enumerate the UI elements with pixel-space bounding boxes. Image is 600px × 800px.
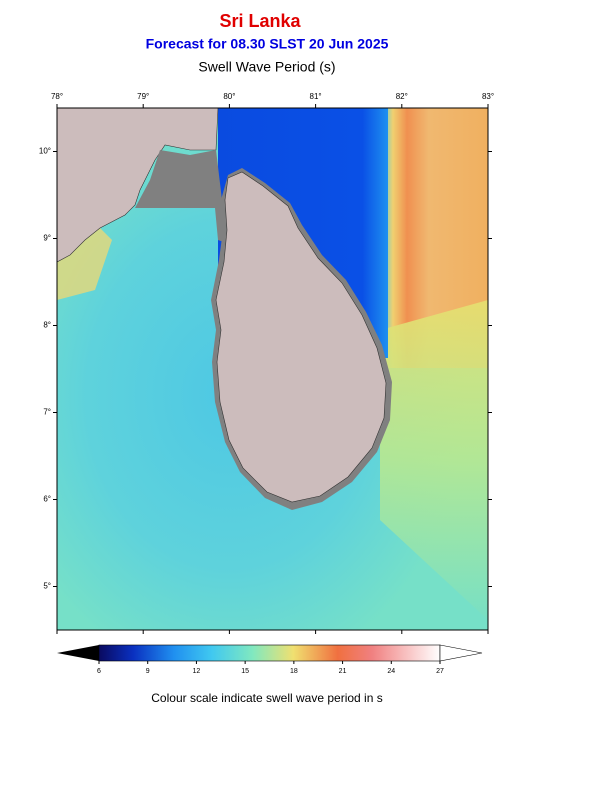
plot-title: Swell Wave Period (s) [198,59,335,75]
shallow-area [135,150,240,245]
colorbar-low [57,645,99,661]
x-tick-label: 81° [310,92,322,101]
y-tick-label: 8° [43,321,51,330]
land-india [57,108,219,263]
colorbar-tick-label: 12 [193,668,201,675]
colorbar-tick-label: 24 [387,668,395,675]
sea-east-low [380,300,488,620]
map-field [57,108,488,630]
colorbar-tick-label: 27 [436,668,444,675]
y-tick-label: 7° [43,408,51,417]
y-tick-label: 6° [43,495,51,504]
subtitle: Forecast for 08.30 SLST 20 Jun 2025 [146,36,389,52]
colorbar-tick-label: 6 [97,668,101,675]
x-tick-label: 79° [137,92,149,101]
x-tick-label: 78° [51,92,63,101]
sea-coastal [57,228,112,300]
y-tick-label: 10° [39,147,51,156]
x-tick-label: 82° [396,92,408,101]
colorbar-high [439,644,483,662]
colorbar-tick-label: 21 [339,668,347,675]
colorbar-tick-label: 9 [146,668,150,675]
colorbar-tick-label: 15 [241,668,249,675]
map-frame [56,107,489,631]
y-tick-label: 5° [43,582,51,591]
colorbar [98,644,441,662]
x-tick-label: 80° [223,92,235,101]
colorbar-tick-label: 18 [290,668,298,675]
title: Sri Lanka [219,11,301,31]
caption: Colour scale indicate swell wave period … [151,691,382,705]
x-tick-label: 83° [482,92,494,101]
land-sri-lanka [215,171,387,503]
y-tick-label: 9° [43,234,51,243]
